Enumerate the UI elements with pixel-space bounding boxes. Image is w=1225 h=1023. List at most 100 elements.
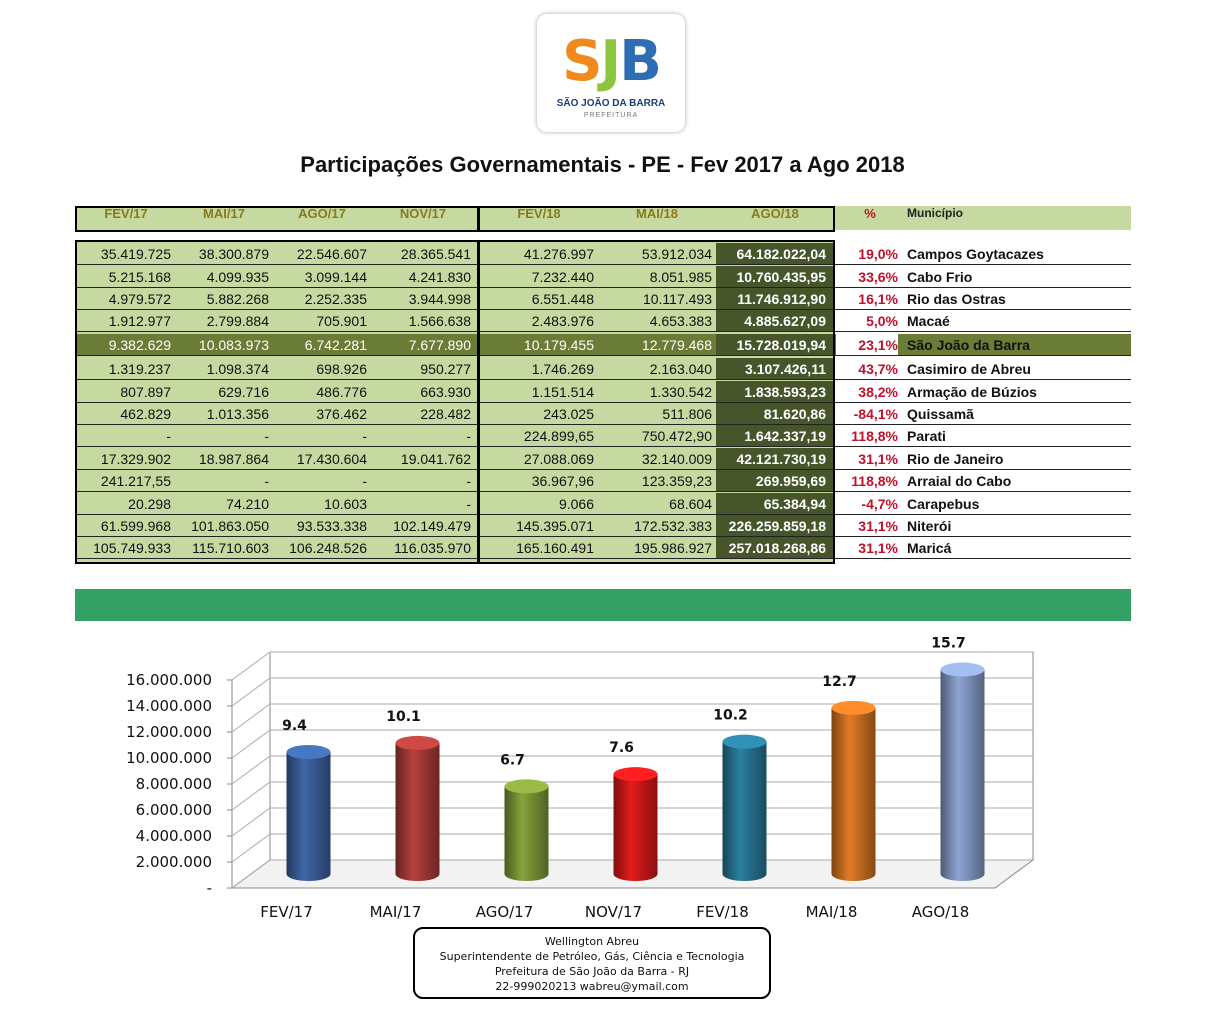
value-cell: 68.604: [669, 496, 712, 512]
value-cell: 145.395.071: [516, 518, 594, 534]
percent-cell: 43,7%: [858, 361, 898, 377]
value-cell: 101.863.050: [191, 518, 269, 534]
row-separator: [75, 446, 1131, 447]
row-separator: [75, 424, 1131, 425]
value-cell: 5.215.168: [108, 269, 171, 285]
data-label: 9.4: [282, 718, 307, 734]
data-label: 10.1: [386, 709, 421, 725]
section-divider: [75, 589, 1131, 621]
value-cell: 18.987.864: [198, 451, 269, 467]
percent-cell: 31,1%: [858, 540, 898, 556]
data-label: 6.7: [500, 752, 525, 768]
value-cell: -: [166, 428, 171, 444]
signature-box: Wellington Abreu Superintendente de Petr…: [413, 927, 771, 999]
row-separator: [75, 379, 1131, 380]
x-tick-label: MAI/18: [806, 903, 858, 921]
value-cell: 1.566.638: [408, 313, 471, 329]
value-cell: 165.160.491: [516, 540, 594, 556]
header-fev18: FEV/18: [517, 206, 561, 221]
logo-letter-j: J: [600, 29, 621, 94]
municipio-cell: Rio de Janeiro: [907, 451, 1004, 467]
value-cell: 8.051.985: [649, 269, 712, 285]
value-cell: 4.653.383: [649, 313, 712, 329]
bar-top: [722, 734, 767, 749]
gridline: [231, 651, 1033, 681]
table-row: 241.217,55 - - - 36.967,96 123.359,23 269.959,…: [75, 470, 1131, 492]
data-label: 12.7: [822, 674, 857, 690]
municipio-cell: Cabo Frio: [907, 269, 973, 285]
bar: [722, 741, 767, 881]
value-cell: 1.319.237: [108, 361, 171, 377]
row-separator: [75, 331, 1131, 332]
gridline: [231, 781, 1033, 811]
municipio-cell: Niterói: [907, 518, 952, 534]
value-cell: 9.066: [558, 496, 594, 512]
y-tick-label: 10.000.000: [126, 749, 212, 767]
municipio-cell: Quissamã: [907, 406, 974, 422]
value-cell: 1.912.977: [108, 313, 171, 329]
value-cell: 10.760.435,95: [716, 266, 834, 288]
table-header-band: [75, 206, 1131, 230]
value-cell: 115.710.603: [192, 540, 269, 556]
x-tick-label: MAI/17: [370, 903, 422, 921]
value-cell: 224.899,65: [523, 428, 594, 444]
percent-cell: 33,6%: [858, 269, 898, 285]
value-cell: 17.329.902: [100, 451, 171, 467]
header-nov17: NOV/17: [399, 206, 447, 221]
table-frame-2018: [478, 240, 835, 564]
municipio-cell: Rio das Ostras: [907, 291, 1006, 307]
value-cell: 228.482: [420, 406, 471, 422]
percent-cell: -84,1%: [853, 406, 898, 422]
value-cell: 3.107.426,11: [716, 358, 834, 380]
footer-org: Prefeitura de São João da Barra - RJ: [494, 965, 690, 978]
table-frame-2017: [75, 240, 479, 564]
value-cell: 41.276.997: [523, 246, 594, 262]
value-cell: 705.901: [316, 313, 367, 329]
percent-cell: 31,1%: [858, 451, 898, 467]
value-cell: 950.277: [420, 361, 471, 377]
value-cell: 1.151.514: [531, 384, 594, 400]
value-cell: 7.677.890: [408, 337, 471, 353]
value-cell: 486.776: [316, 384, 367, 400]
value-cell: 629.716: [218, 384, 269, 400]
value-cell: 10.603: [324, 496, 367, 512]
value-cell: 15.728.019,94: [716, 334, 834, 356]
value-cell: 257.018.268,86: [716, 537, 834, 559]
value-cell: 1.330.542: [649, 384, 712, 400]
header-percent: %: [864, 206, 876, 221]
table-row: 462.829 1.013.356 376.462 228.482 243.025 511…: [75, 403, 1131, 425]
header-group-2018: [478, 206, 835, 232]
value-cell: 53.912.034: [641, 246, 712, 262]
x-tick-label: FEV/18: [696, 903, 749, 921]
table-row: 61.599.968 101.863.050 93.533.338 102.149.4…: [75, 515, 1131, 537]
x-tick-label: FEV/17: [260, 903, 313, 921]
table-row: 4.979.572 5.882.268 2.252.335 3.944.998 6.55…: [75, 288, 1131, 310]
value-cell: 28.365.541: [400, 246, 471, 262]
value-cell: 2.252.335: [304, 291, 367, 307]
gridline: [231, 833, 1033, 863]
value-cell: 10.083.973: [198, 337, 269, 353]
value-cell: -: [264, 473, 269, 489]
gridline: [231, 859, 1033, 889]
value-cell: 106.248.526: [289, 540, 367, 556]
row-separator: [75, 264, 1131, 265]
value-cell: 116.035.970: [394, 540, 471, 556]
value-cell: 750.472,90: [641, 428, 712, 444]
percent-cell: 23,1%: [836, 334, 898, 356]
data-label: 7.6: [609, 740, 634, 756]
percent-cell: -4,7%: [861, 496, 898, 512]
x-tick-label: AGO/17: [476, 903, 534, 921]
logo-letter-b: B: [619, 29, 662, 94]
value-cell: 36.967,96: [531, 473, 594, 489]
header-fev17: FEV/17: [104, 206, 148, 221]
value-cell: -: [466, 473, 471, 489]
table-row: 5.215.168 4.099.935 3.099.144 4.241.830 7.23…: [75, 266, 1131, 288]
value-cell: 93.533.338: [296, 518, 367, 534]
table-row: 9.382.629 10.083.973 6.742.281 7.677.890 10.…: [75, 334, 1131, 356]
percent-cell: 118,8%: [851, 428, 898, 444]
sjb-logo: SJB SÃO JOÃO DA BARRA PREFEITURA: [537, 14, 685, 132]
footer-contact: 22-999020213 wabreu@ymail.com: [495, 980, 689, 993]
value-cell: 1.013.356: [206, 406, 269, 422]
table-row: - - - - 224.899,65 750.472,90 1.642.337,19 118,…: [75, 425, 1131, 447]
percent-cell: 38,2%: [858, 384, 898, 400]
